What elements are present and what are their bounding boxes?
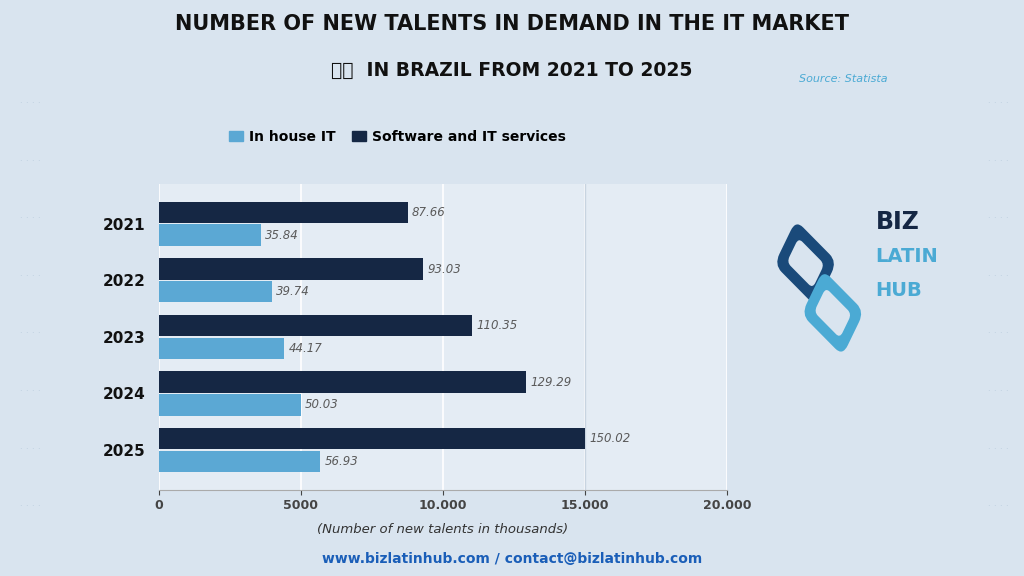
Text: ·: · xyxy=(26,99,28,108)
FancyBboxPatch shape xyxy=(777,225,834,302)
Text: ·: · xyxy=(987,157,989,166)
Text: ·: · xyxy=(26,329,28,339)
Text: ·: · xyxy=(1006,329,1008,339)
Text: ·: · xyxy=(999,445,1001,454)
Text: ·: · xyxy=(38,214,40,223)
Text: 🇧🇷  IN BRAZIL FROM 2021 TO 2025: 🇧🇷 IN BRAZIL FROM 2021 TO 2025 xyxy=(332,60,692,79)
Text: ·: · xyxy=(993,272,995,281)
Text: ·: · xyxy=(19,445,22,454)
Text: ·: · xyxy=(987,329,989,339)
Text: ·: · xyxy=(993,214,995,223)
Text: ·: · xyxy=(987,99,989,108)
Text: ·: · xyxy=(38,502,40,511)
Text: ·: · xyxy=(1006,272,1008,281)
Bar xyxy=(159,225,260,246)
Text: 150.02: 150.02 xyxy=(589,432,631,445)
Text: ·: · xyxy=(32,157,34,166)
Text: ·: · xyxy=(38,99,40,108)
Text: ·: · xyxy=(1006,99,1008,108)
Text: ·: · xyxy=(999,502,1001,511)
Text: ·: · xyxy=(38,329,40,339)
Text: www.bizlatinhub.com / contact@bizlatinhub.com: www.bizlatinhub.com / contact@bizlatinhu… xyxy=(322,552,702,566)
Text: NUMBER OF NEW TALENTS IN DEMAND IN THE IT MARKET: NUMBER OF NEW TALENTS IN DEMAND IN THE I… xyxy=(175,14,849,35)
Text: ·: · xyxy=(32,387,34,396)
Text: ·: · xyxy=(19,272,22,281)
Text: BIZ: BIZ xyxy=(876,210,920,234)
Text: ·: · xyxy=(1006,157,1008,166)
Text: ·: · xyxy=(999,387,1001,396)
Text: 44.17: 44.17 xyxy=(289,342,323,355)
Text: LATIN: LATIN xyxy=(876,247,938,266)
Text: ·: · xyxy=(993,157,995,166)
FancyBboxPatch shape xyxy=(788,240,823,286)
Text: ·: · xyxy=(993,329,995,339)
Text: 87.66: 87.66 xyxy=(412,206,445,219)
Text: Source: Statista: Source: Statista xyxy=(799,74,888,84)
Text: ·: · xyxy=(19,214,22,223)
FancyBboxPatch shape xyxy=(805,274,861,351)
Text: ·: · xyxy=(993,445,995,454)
Text: HUB: HUB xyxy=(876,282,923,300)
Text: ·: · xyxy=(999,157,1001,166)
Text: ·: · xyxy=(987,387,989,396)
Text: ·: · xyxy=(38,272,40,281)
Text: ·: · xyxy=(993,387,995,396)
Text: ·: · xyxy=(32,502,34,511)
Bar xyxy=(159,281,271,302)
Text: ·: · xyxy=(26,502,28,511)
Text: ·: · xyxy=(19,502,22,511)
Text: ·: · xyxy=(987,502,989,511)
Text: 93.03: 93.03 xyxy=(427,263,461,276)
Text: ·: · xyxy=(32,445,34,454)
Text: ·: · xyxy=(999,272,1001,281)
FancyBboxPatch shape xyxy=(815,290,850,336)
Text: ·: · xyxy=(19,329,22,339)
Text: 56.93: 56.93 xyxy=(325,455,358,468)
Text: ·: · xyxy=(26,272,28,281)
Text: ·: · xyxy=(32,214,34,223)
Text: 35.84: 35.84 xyxy=(265,229,299,242)
Text: ·: · xyxy=(26,445,28,454)
Bar xyxy=(159,394,301,415)
Bar xyxy=(159,259,423,280)
Text: ·: · xyxy=(19,157,22,166)
Legend: In house IT, Software and IT services: In house IT, Software and IT services xyxy=(224,124,571,149)
Bar xyxy=(159,338,285,359)
Text: ·: · xyxy=(26,387,28,396)
Text: ·: · xyxy=(1006,387,1008,396)
Text: ·: · xyxy=(32,272,34,281)
Text: ·: · xyxy=(26,157,28,166)
Text: ·: · xyxy=(1006,214,1008,223)
Bar xyxy=(159,315,472,336)
Bar xyxy=(159,450,321,472)
Text: 110.35: 110.35 xyxy=(476,319,518,332)
X-axis label: (Number of new talents in thousands): (Number of new talents in thousands) xyxy=(317,524,568,536)
Bar xyxy=(159,428,585,449)
Text: ·: · xyxy=(32,99,34,108)
Text: ·: · xyxy=(38,445,40,454)
Text: ·: · xyxy=(999,214,1001,223)
Text: ·: · xyxy=(38,157,40,166)
Text: ·: · xyxy=(38,387,40,396)
Text: ·: · xyxy=(987,445,989,454)
Bar xyxy=(159,202,408,223)
Bar xyxy=(159,372,526,393)
Text: ·: · xyxy=(19,99,22,108)
Text: ·: · xyxy=(32,329,34,339)
Text: ·: · xyxy=(26,214,28,223)
Text: ·: · xyxy=(987,214,989,223)
Text: 39.74: 39.74 xyxy=(275,285,309,298)
Text: ·: · xyxy=(1006,445,1008,454)
Text: ·: · xyxy=(993,502,995,511)
Text: ·: · xyxy=(987,272,989,281)
Text: ·: · xyxy=(999,329,1001,339)
Text: ·: · xyxy=(1006,502,1008,511)
Text: ·: · xyxy=(19,387,22,396)
Text: ·: · xyxy=(999,99,1001,108)
Text: 129.29: 129.29 xyxy=(530,376,571,389)
Text: 50.03: 50.03 xyxy=(305,398,339,411)
Text: ·: · xyxy=(993,99,995,108)
